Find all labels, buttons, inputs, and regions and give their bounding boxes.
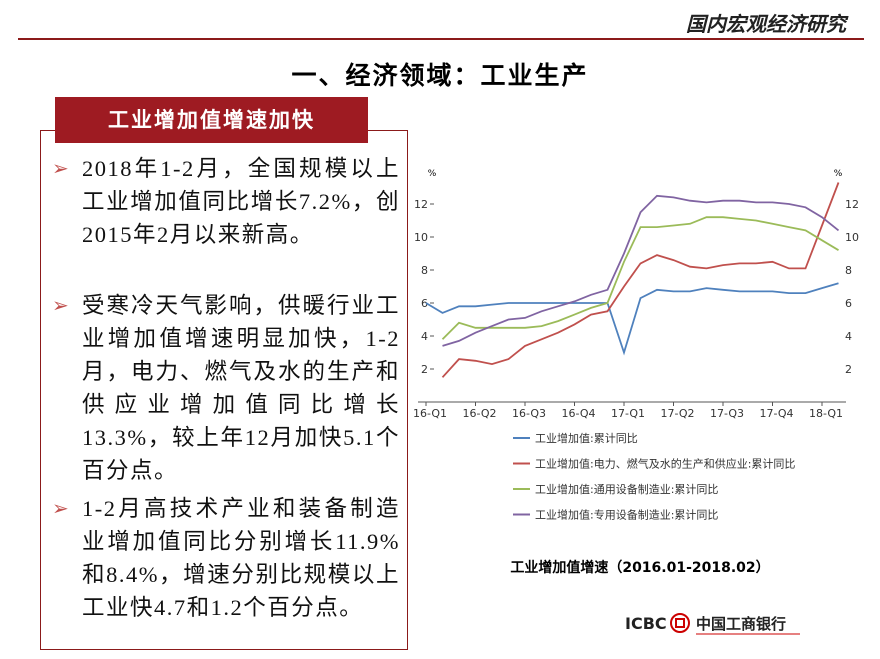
x-tick-label: 16-Q4 — [561, 407, 595, 420]
series-line — [425, 282, 839, 356]
x-tick-label: 16-Q1 — [413, 407, 447, 420]
legend-label: 工业增加值:专用设备制造业:累计同比 — [535, 508, 718, 522]
logo-mark — [675, 618, 685, 628]
y-tick-label: 4 — [421, 330, 428, 343]
y-tick-label: 8 — [421, 264, 428, 277]
bullet-arrow: ➢ — [52, 156, 71, 180]
logo-text: ICBC — [625, 614, 667, 633]
x-tick-label: 17-Q2 — [660, 407, 694, 420]
x-tick-label: 17-Q1 — [611, 407, 645, 420]
x-tick-label: 16-Q2 — [462, 407, 496, 420]
bullet-arrow: ➢ — [52, 496, 71, 520]
x-tick-label: 17-Q3 — [710, 407, 744, 420]
legend-label: 工业增加值:电力、燃气及水的生产和供应业:累计同比 — [535, 457, 795, 471]
x-tick-label: 18-Q1 — [809, 407, 843, 420]
x-tick-label: 16-Q3 — [512, 407, 546, 420]
box-tab: 工业增加值增速加快 — [55, 97, 368, 143]
y-tick-label: 12 — [414, 198, 428, 211]
chart-caption: 工业增加值增速（2016.01-2018.02） — [510, 559, 769, 576]
y2-tick-label: 12 — [845, 198, 859, 211]
y2-tick-label: 6 — [845, 297, 852, 310]
y-tick-label: 2 — [421, 363, 428, 376]
legend-label: 工业增加值:累计同比 — [535, 431, 638, 445]
bank-name: 中国工商银行 — [696, 615, 786, 633]
slide-title: 一、经济领域：工业生产 — [291, 63, 589, 90]
y-tick-label: 10 — [414, 231, 428, 244]
header-title: 国内宏观经济研究 — [686, 14, 846, 36]
y2-tick-label: 10 — [845, 231, 859, 244]
header-rule — [18, 38, 864, 40]
bullet-arrow: ➢ — [52, 293, 71, 317]
y2-tick-label: 4 — [845, 330, 852, 343]
legend-label: 工业增加值:通用设备制造业:累计同比 — [535, 482, 718, 496]
bullet: ➢ 受寒冷天气影响，供暖行业工业增加值增速明显加快，1-2月，电力、燃气及水的生产… — [52, 289, 400, 487]
bullet-text: 2018年1-2月，全国规模以上工业增加值同比增长7.2%，创2015年2月以来… — [82, 156, 400, 247]
y2-tick-label: 8 — [845, 264, 852, 277]
series-line — [441, 216, 839, 340]
y-unit: % — [428, 169, 437, 179]
y-tick-label: 6 — [421, 297, 428, 310]
bullet: ➢ 2018年1-2月，全国规模以上工业增加值同比增长7.2%，创2015年2月以… — [52, 152, 400, 251]
series-line — [441, 182, 840, 378]
y-unit: % — [834, 169, 843, 179]
bullet-text: 受寒冷天气影响，供暖行业工业增加值增速明显加快，1-2月，电力、燃气及水的生产和… — [82, 293, 400, 483]
bullet-text: 1-2月高技术产业和装备制造业增加值同比分别增长11.9%和8.4%，增速分别比… — [82, 496, 400, 620]
bullet: ➢ 1-2月高技术产业和装备制造业增加值同比分别增长11.9%和8.4%，增速分别… — [52, 492, 400, 624]
series-line — [442, 194, 840, 347]
x-tick-label: 17-Q4 — [759, 407, 793, 420]
y2-tick-label: 2 — [845, 363, 852, 376]
bank-logo: ICBC 中国工商银行 — [625, 613, 800, 635]
logo-mark — [670, 613, 690, 633]
